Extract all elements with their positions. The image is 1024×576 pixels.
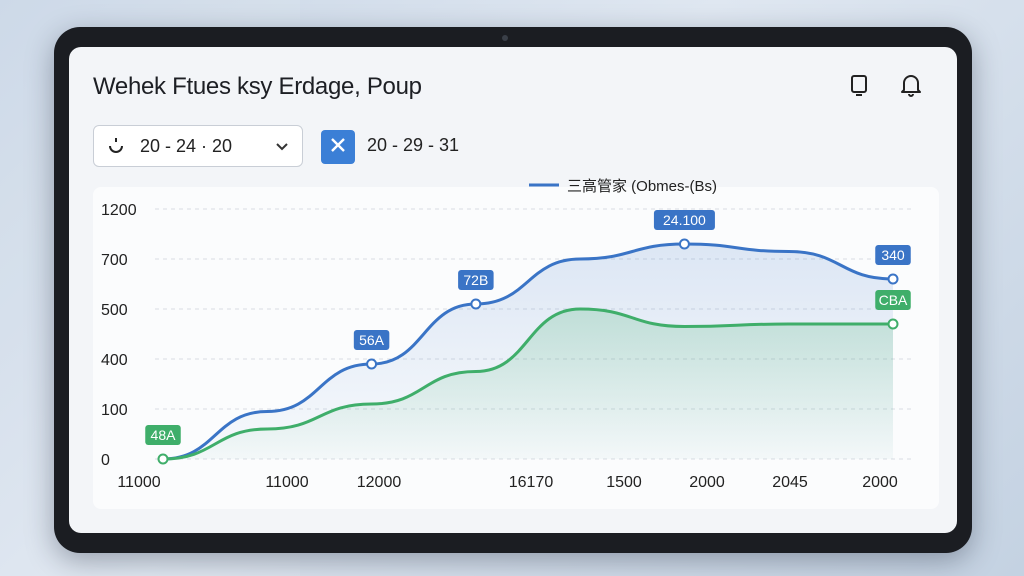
camera-dot [502, 35, 508, 41]
x-tick-label: 11000 [117, 474, 160, 491]
data-point [157, 453, 169, 465]
series-line [162, 242, 894, 461]
end-date-value: 20 - 29 - 31 [367, 135, 460, 155]
x-tick-label: 2000 [862, 474, 898, 491]
data-label: 48A [151, 427, 177, 443]
chart-card: 0 100 400 500 700 1200 11000 11000 12000 16170 150… [93, 178, 939, 509]
start-date-picker[interactable]: 20 - 24 · 20 [93, 125, 303, 167]
page-title: Wehek Ftues ksy Erdage, Poup [93, 73, 422, 100]
series-line [162, 307, 893, 461]
app-screen: Wehek Ftues ksy Erdage, Poup 20 - 24 · 2… [69, 47, 957, 533]
line-chart: 0 100 400 500 700 1200 11000 11000 12000 16170 150… [101, 178, 915, 491]
x-tick-label: 12000 [357, 474, 402, 491]
data-point [366, 358, 378, 370]
data-point [678, 238, 690, 250]
x-tick-label: 1500 [606, 474, 642, 491]
x-tick-label: 2045 [772, 474, 808, 491]
series-area [163, 309, 893, 459]
data-point [887, 318, 899, 330]
chevron-down-icon [274, 136, 290, 157]
start-date-value: 20 - 24 · 20 [140, 135, 233, 156]
bell-icon[interactable] [897, 71, 925, 99]
data-label-box [353, 330, 390, 350]
data-label-box [875, 290, 911, 310]
tablet-icon[interactable] [845, 71, 873, 99]
data-label: CBA [879, 292, 908, 308]
tablet-frame: Wehek Ftues ksy Erdage, Poup 20 - 24 · 2… [54, 27, 972, 553]
data-label-box [145, 425, 181, 445]
clock-icon [106, 134, 126, 159]
x-tick-label: 2000 [689, 474, 725, 491]
data-point [887, 273, 899, 285]
data-label: 72B [463, 272, 488, 288]
y-tick-label: 400 [101, 352, 128, 369]
legend-label: 三高管家 (Obmes-(Bs) [567, 178, 717, 195]
data-label: 340 [881, 247, 905, 263]
x-tick-label: 16170 [509, 474, 554, 491]
data-label-box [458, 270, 494, 290]
data-point [470, 298, 482, 310]
clear-date-button[interactable] [321, 130, 355, 164]
y-tick-label: 0 [101, 452, 110, 469]
data-label-box [875, 245, 911, 265]
y-tick-label: 100 [101, 402, 128, 419]
y-tick-label: 1200 [101, 202, 137, 219]
data-label: 56A [359, 332, 385, 348]
data-label: 24.100 [663, 212, 706, 228]
y-tick-label: 700 [101, 252, 128, 269]
data-label-box [653, 210, 715, 230]
x-tick-label: 11000 [265, 474, 308, 491]
y-tick-label: 500 [101, 302, 128, 319]
close-icon [329, 136, 347, 159]
